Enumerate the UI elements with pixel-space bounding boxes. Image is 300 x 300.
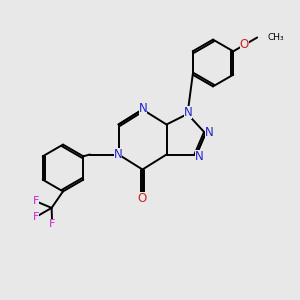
Text: N: N — [195, 150, 204, 164]
Text: O: O — [138, 191, 147, 205]
Text: N: N — [139, 102, 148, 116]
Text: N: N — [205, 126, 214, 140]
Text: O: O — [240, 38, 249, 52]
Text: CH₃: CH₃ — [268, 33, 284, 42]
Text: F: F — [33, 196, 39, 206]
Text: N: N — [113, 148, 122, 161]
Text: F: F — [33, 212, 39, 222]
Text: N: N — [184, 106, 193, 119]
Text: F: F — [49, 219, 56, 230]
